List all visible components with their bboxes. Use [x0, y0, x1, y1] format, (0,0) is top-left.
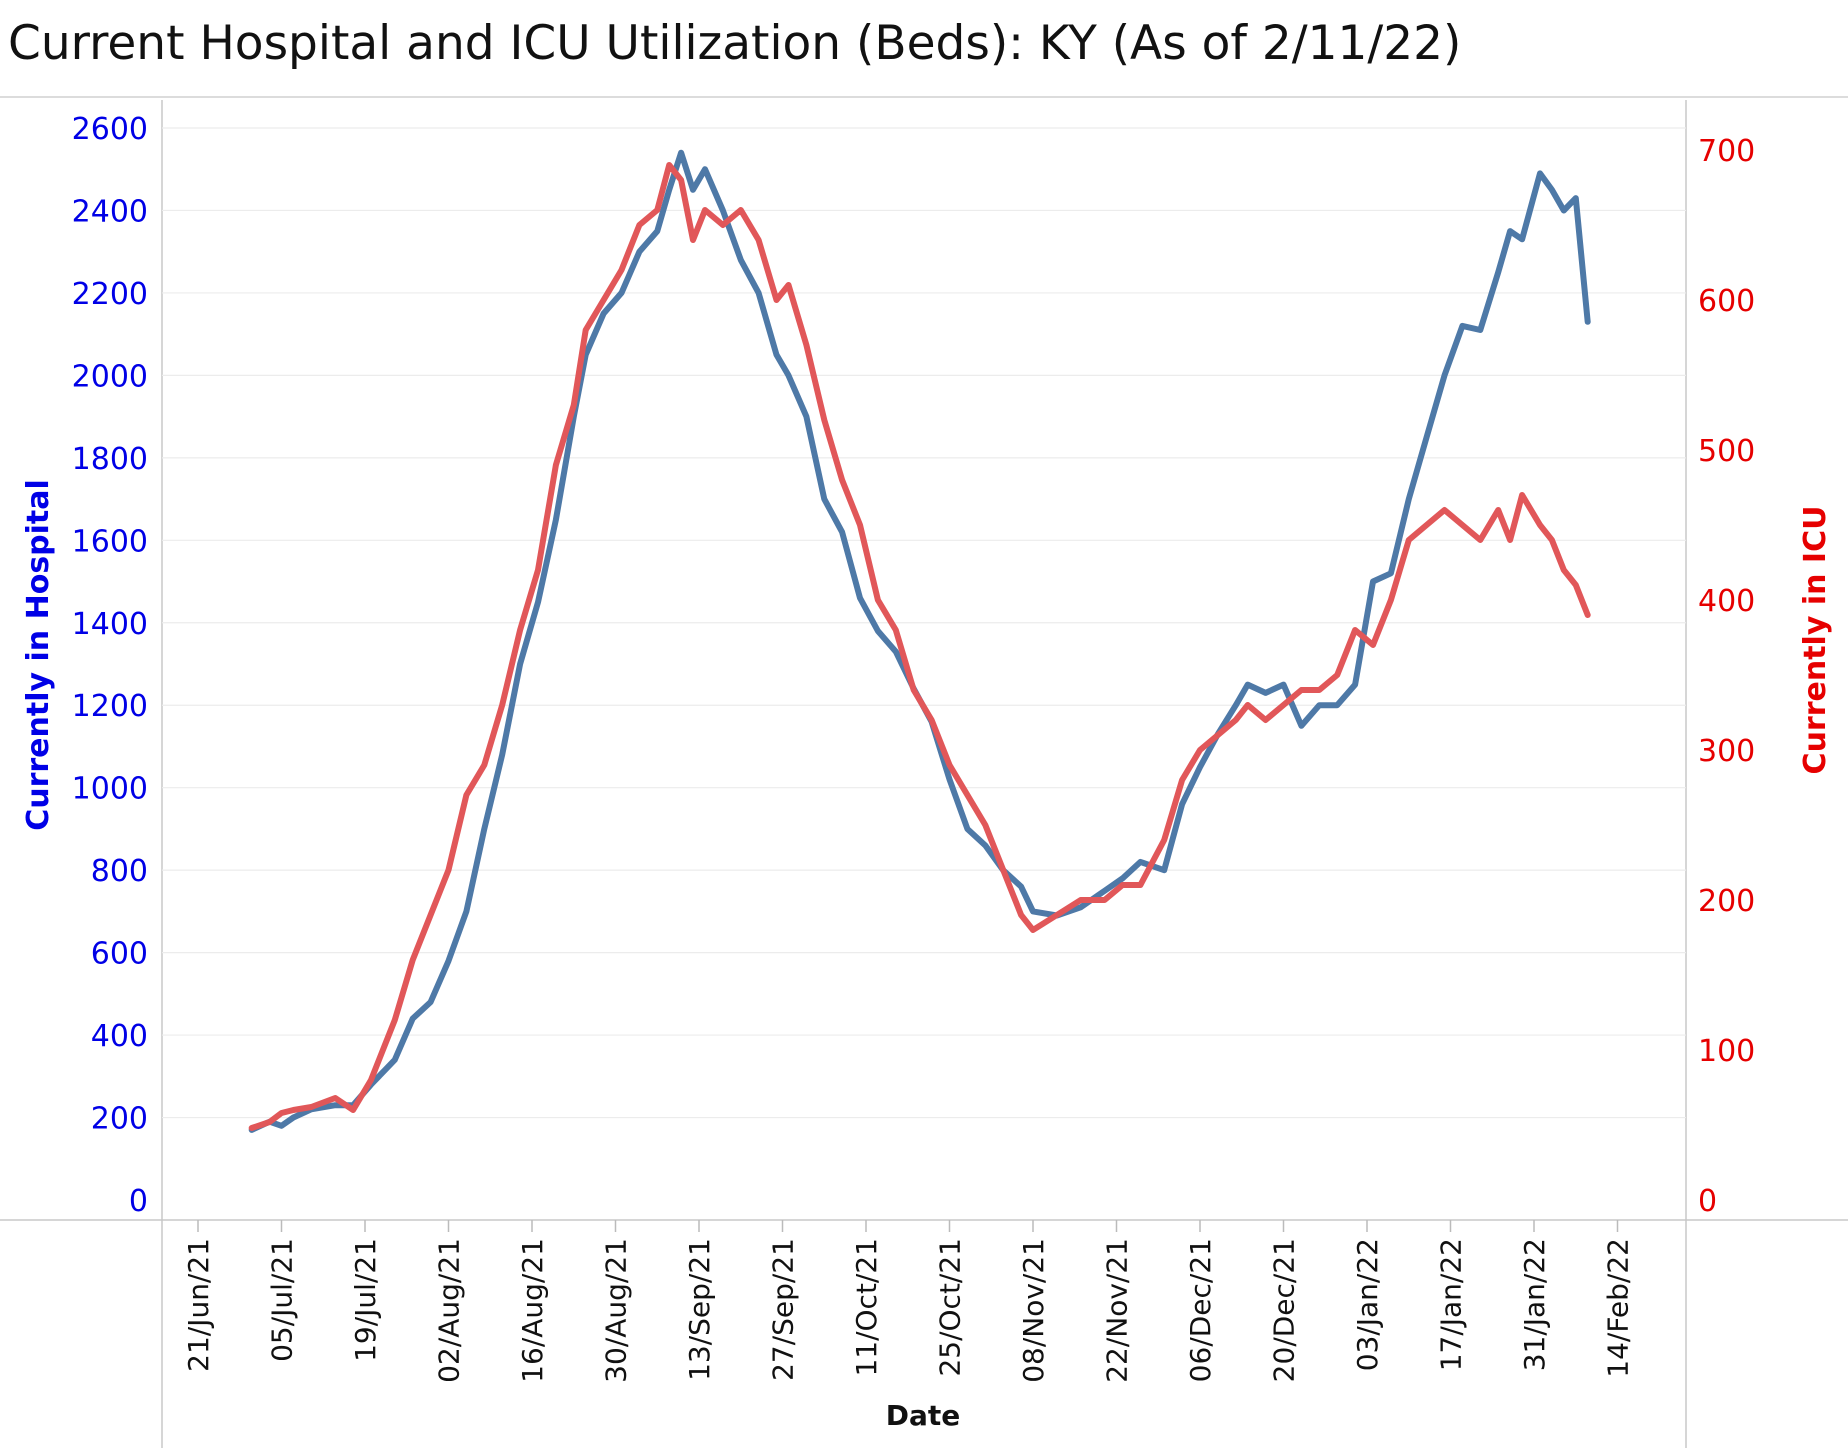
left-tick-label: 2200 [72, 277, 148, 312]
x-tick-label: 31/Jan/22 [1518, 1238, 1551, 1371]
x-tick-label: 16/Aug/21 [516, 1238, 549, 1383]
right-tick-label: 700 [1698, 134, 1755, 169]
right-tick-label: 500 [1698, 434, 1755, 469]
right-y-axis: 0 100 200 300 400 500 600 700 [1698, 134, 1755, 1219]
right-tick-label: 0 [1698, 1184, 1717, 1219]
y-axis-title-left: Currently in Hospital [21, 479, 56, 831]
x-tick-label: 14/Feb/22 [1602, 1238, 1635, 1378]
y-axis-title-right: Currently in ICU [1798, 506, 1833, 775]
x-tick-label: 25/Oct/21 [934, 1238, 967, 1377]
x-tick-label: 03/Jan/22 [1351, 1238, 1384, 1371]
left-tick-label: 1600 [72, 524, 148, 559]
hospital-series-line [248, 149, 1591, 1133]
right-tick-label: 600 [1698, 284, 1755, 319]
left-tick-label: 1400 [72, 607, 148, 642]
left-tick-label: 1200 [72, 689, 148, 724]
left-tick-label: 2400 [72, 194, 148, 229]
x-tick-label: 17/Jan/22 [1435, 1238, 1468, 1371]
left-tick-label: 400 [91, 1019, 148, 1054]
left-tick-label: 1000 [72, 772, 148, 807]
right-tick-label: 400 [1698, 584, 1755, 619]
x-tick-label: 11/Oct/21 [850, 1238, 883, 1377]
x-tick-label: 02/Aug/21 [433, 1238, 466, 1383]
x-axis: 21/Jun/21 05/Jul/21 19/Jul/21 02/Aug/21 16/A… [182, 1220, 1635, 1383]
left-tick-label: 800 [91, 854, 148, 889]
x-tick-label: 20/Dec/21 [1268, 1238, 1301, 1382]
left-tick-label: 600 [91, 937, 148, 972]
chart-title: Current Hospital and ICU Utilization (Be… [8, 16, 1462, 71]
right-tick-label: 200 [1698, 884, 1755, 919]
gridlines [162, 127, 1686, 1119]
x-tick-label: 27/Sep/21 [767, 1238, 800, 1381]
x-tick-label: 22/Nov/21 [1101, 1238, 1134, 1383]
left-tick-label: 2000 [72, 359, 148, 394]
x-tick-label: 05/Jul/21 [266, 1238, 299, 1362]
x-tick-label: 21/Jun/21 [182, 1238, 215, 1372]
left-y-axis: 0 200 400 600 800 1000 1200 1400 1600 1800 2000 220… [72, 112, 148, 1219]
x-tick-label: 06/Dec/21 [1184, 1238, 1217, 1382]
left-tick-label: 0 [129, 1184, 148, 1219]
icu-series-line [248, 162, 1591, 1131]
x-tick-label: 30/Aug/21 [600, 1238, 633, 1383]
x-tick-label: 19/Jul/21 [349, 1238, 382, 1362]
left-tick-label: 2600 [72, 112, 148, 147]
left-tick-label: 200 [91, 1102, 148, 1137]
series-layer [248, 149, 1591, 1133]
x-axis-title: Date [886, 1399, 961, 1432]
x-tick-label: 13/Sep/21 [683, 1238, 716, 1381]
right-tick-label: 300 [1698, 734, 1755, 769]
x-tick-label: 08/Nov/21 [1017, 1238, 1050, 1383]
right-tick-label: 100 [1698, 1034, 1755, 1069]
left-tick-label: 1800 [72, 442, 148, 477]
